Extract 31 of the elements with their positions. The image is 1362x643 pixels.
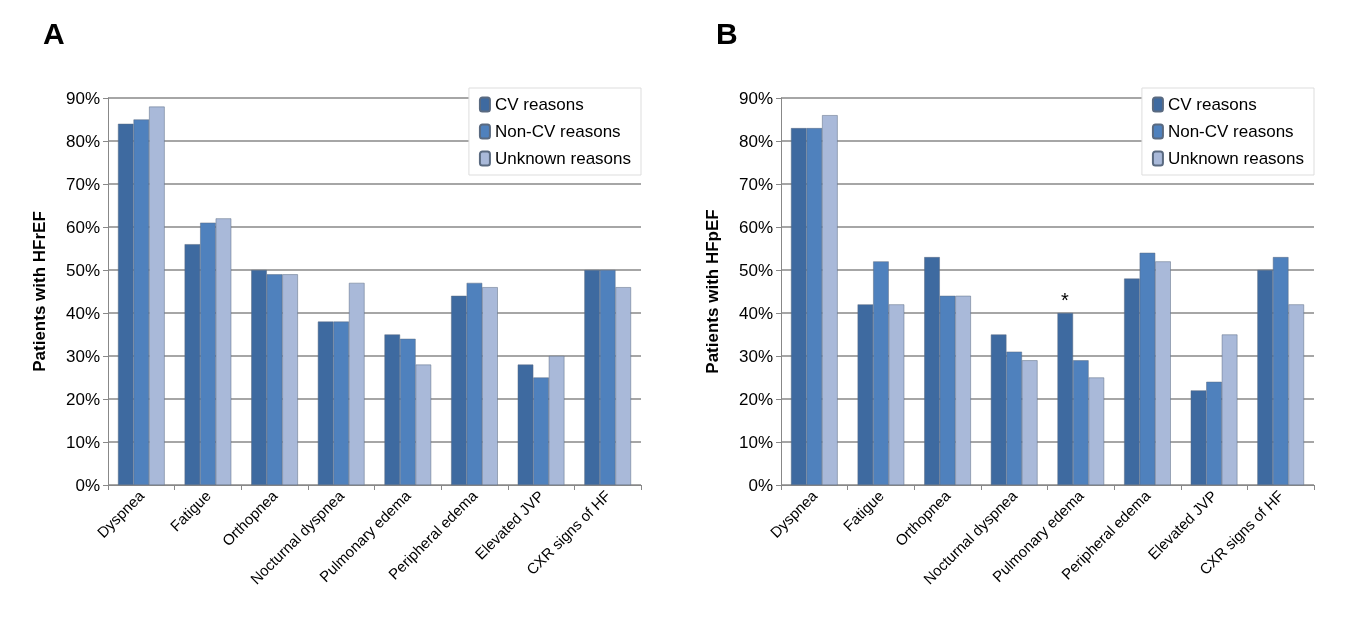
y-tick-label: 10% [738, 432, 773, 452]
legend-label: Non-CV reasons [1167, 122, 1294, 141]
y-tick-label: 30% [738, 346, 773, 366]
y-tick-label: 50% [738, 260, 773, 280]
y-tick-label: 80% [65, 131, 100, 151]
legend-label: CV reasons [1167, 95, 1257, 114]
y-tick-label: 0% [748, 475, 773, 495]
y-tick-label: 40% [738, 303, 773, 323]
y-tick-label: 70% [738, 174, 773, 194]
legend-label: Non-CV reasons [494, 122, 621, 141]
legend-label: Unknown reasons [1167, 149, 1304, 168]
y-tick-label: 10% [65, 432, 100, 452]
annotation: * [1061, 289, 1069, 311]
y-tick-label: 40% [65, 303, 100, 323]
y-tick-label: 50% [65, 260, 100, 280]
y-tick-label: 70% [65, 174, 100, 194]
y-axis-title: Patients with HFrEF [30, 211, 49, 372]
y-tick-label: 60% [738, 217, 773, 237]
y-tick-label: 90% [65, 88, 100, 108]
y-axis-title: Patients with HFpEF [703, 209, 722, 374]
legend-label: CV reasons [494, 95, 584, 114]
legend-label: Unknown reasons [494, 149, 631, 168]
y-tick-label: 0% [75, 475, 100, 495]
y-tick-label: 80% [738, 131, 773, 151]
y-tick-label: 60% [65, 217, 100, 237]
y-tick-label: 90% [738, 88, 773, 108]
y-tick-label: 20% [738, 389, 773, 409]
y-tick-label: 30% [65, 346, 100, 366]
chart-title: A [43, 16, 65, 50]
chart-title: B [716, 16, 738, 50]
y-tick-label: 20% [65, 389, 100, 409]
